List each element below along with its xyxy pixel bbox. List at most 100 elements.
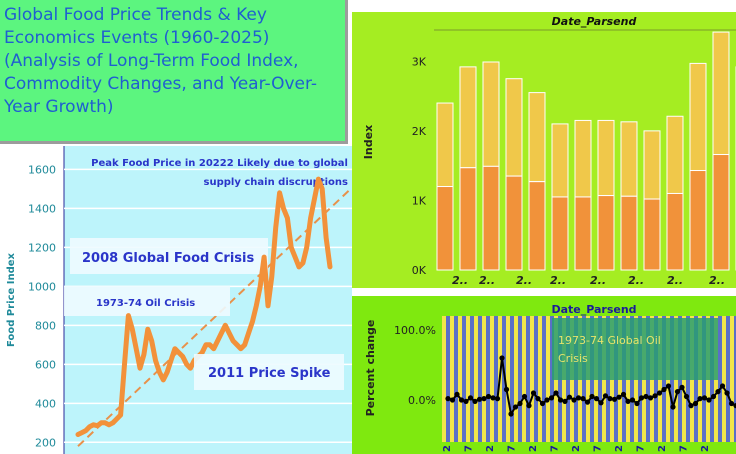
percent-change-chart-panel: Date_Parsend 100.0% 0.0% Percent change 1973… xyxy=(352,296,736,454)
pct-point xyxy=(575,395,582,401)
pct-point xyxy=(710,393,717,400)
annotation-peak-line2: supply chain discruptions xyxy=(204,177,349,188)
stripe xyxy=(454,316,458,442)
stripe xyxy=(466,316,470,442)
x-tick-label: 7 xyxy=(550,445,561,452)
y-tick-label: 1K xyxy=(412,194,427,207)
pct-point xyxy=(589,393,595,400)
pct-point xyxy=(458,397,465,403)
bar-lower-segment xyxy=(551,196,569,271)
pct-point xyxy=(481,396,487,402)
x-tick-label: 2 xyxy=(442,445,453,452)
stripe xyxy=(734,316,736,442)
pct-point xyxy=(548,395,555,401)
stripe xyxy=(494,316,498,442)
y-tick-label: 100.0% xyxy=(394,324,436,337)
pct-point xyxy=(679,384,685,390)
bar-upper-segment xyxy=(574,119,592,198)
x-tick-label: 2.. xyxy=(479,274,495,287)
food-price-line xyxy=(75,176,333,437)
pct-point xyxy=(472,398,478,404)
food-price-chart-panel: 200 400 600 800 1000 1200 1400 1600 Food Price I… xyxy=(0,146,352,454)
pct-point xyxy=(688,403,694,409)
y-tick-label: 200 xyxy=(35,436,56,449)
pct-point xyxy=(719,383,726,389)
stripe xyxy=(522,316,526,442)
pct-point xyxy=(526,403,532,409)
pct-point xyxy=(706,397,712,403)
pct-point xyxy=(620,391,627,397)
percent-change-chart: Date_Parsend 100.0% 0.0% Percent change 1973… xyxy=(364,303,736,452)
pct-point xyxy=(454,391,460,397)
pct-point xyxy=(503,386,510,393)
bar-lower-segment xyxy=(505,175,523,271)
stripe xyxy=(546,316,550,442)
pct-point xyxy=(629,397,636,403)
bar-lower-segment xyxy=(574,196,592,271)
x-tick-label: 7 xyxy=(507,445,518,452)
pct-point xyxy=(512,404,519,410)
dashboard-title: Global Food Price Trends & Key Economics… xyxy=(4,5,318,117)
x-tick-label: 2.. xyxy=(516,274,532,287)
pct-point xyxy=(634,400,640,407)
y-tick-label: 600 xyxy=(35,358,56,371)
stripe xyxy=(474,316,478,442)
pct-point xyxy=(571,397,577,403)
y-tick-label: 2K xyxy=(412,125,427,138)
pct-point xyxy=(656,390,663,396)
stripe xyxy=(542,316,546,442)
stripe xyxy=(478,316,482,442)
annotation-2008-box xyxy=(70,238,268,274)
bar-upper-segment xyxy=(597,119,615,197)
x-tick-label: 7 xyxy=(464,445,475,452)
x-tick-label: 7 xyxy=(679,445,690,452)
y-tick-label: 400 xyxy=(35,397,56,410)
bar-upper-segment xyxy=(436,102,454,188)
pct-point xyxy=(499,355,505,361)
pct-point xyxy=(445,396,451,402)
stripe xyxy=(514,316,518,442)
y-tick-label: 1000 xyxy=(28,280,56,293)
pct-point xyxy=(562,398,568,404)
stripe xyxy=(510,316,514,442)
stripe xyxy=(446,316,450,442)
pct-point xyxy=(602,393,609,399)
annotation-1973-box xyxy=(64,286,230,316)
pct-point xyxy=(692,400,699,407)
bar-lower-segment xyxy=(620,195,638,271)
x-tick-label: 7 xyxy=(593,445,604,452)
pct-point xyxy=(553,390,559,396)
x-tick-label: 2 xyxy=(700,445,711,452)
pct-point xyxy=(544,397,550,403)
title-panel: Global Food Price Trends & Key Economics… xyxy=(0,0,348,144)
pct-point xyxy=(494,396,501,402)
pct-point xyxy=(652,393,658,399)
bar-lower-segment xyxy=(459,167,477,271)
x-tick-label: 2 xyxy=(485,445,496,452)
bar-chart-title: Date_Parsend xyxy=(552,15,637,28)
index-bar-chart-panel: Date_Parsend 0K 1K 2K 3K Index 2.. 2.. 2.. 2.. 2..… xyxy=(352,12,736,288)
pct-point xyxy=(463,398,469,404)
stripe xyxy=(730,316,734,442)
pct-point xyxy=(616,394,622,400)
bar-upper-segment xyxy=(689,62,707,172)
pct-point xyxy=(643,393,649,400)
stripe xyxy=(530,316,534,442)
stripe xyxy=(486,316,490,442)
x-tick-label: 2 xyxy=(571,445,582,452)
annotation-1973: 1973-74 Oil Crisis xyxy=(96,298,195,309)
pct-point xyxy=(449,397,456,403)
stripe xyxy=(726,316,730,442)
pct-point xyxy=(674,389,681,395)
stripe xyxy=(534,316,538,442)
x-tick-label: 2.. xyxy=(709,274,725,287)
annotation-oil-line2: Crisis xyxy=(558,352,588,365)
annotation-peak-line1: Peak Food Price in 20222 Likely due to g… xyxy=(91,158,348,169)
bar-upper-segment xyxy=(712,31,730,156)
pct-point xyxy=(580,396,586,402)
pct-point xyxy=(715,389,721,395)
pct-point xyxy=(638,395,645,401)
y-tick-label: 3K xyxy=(412,55,427,68)
bar-upper-segment xyxy=(620,121,638,197)
annotation-oil-line1: 1973-74 Global Oil xyxy=(558,334,661,347)
